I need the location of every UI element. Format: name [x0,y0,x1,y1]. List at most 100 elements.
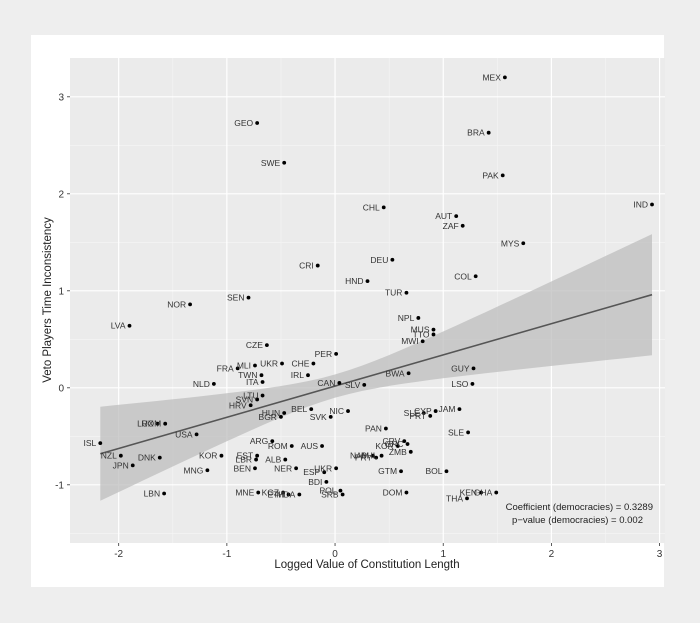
point-label: NLD [193,379,210,389]
data-point [338,488,343,493]
point-label: KGZ [262,488,279,498]
point-label: MUS [411,325,430,335]
y-tick-label: 3 [58,92,64,103]
data-point [404,290,409,295]
data-point [253,363,257,368]
point-label: LBR [236,455,253,465]
point-label: CZE [246,340,263,350]
x-axis-ticks: -2 -1 0 1 2 3 [114,543,663,560]
data-point [311,361,316,366]
data-point [383,426,388,431]
point-label: NER [274,463,292,473]
coefficient-annotation: Coefficient (democracies) = 0.3289 [506,502,653,513]
data-point [328,415,333,419]
data-point [465,496,469,501]
y-tick-label: 2 [58,189,64,200]
data-point [282,411,287,415]
point-label: ARG [250,436,268,446]
point-label: ZAF [443,221,459,231]
data-point [337,381,342,385]
data-point [416,316,421,320]
point-label: BRA [467,128,485,138]
data-point [280,361,284,366]
x-tick-label: -1 [222,549,231,560]
x-tick-label: -2 [114,549,123,560]
data-point [297,492,302,497]
point-label: BOL [425,466,442,476]
point-label: ALB [265,455,281,465]
data-point [246,295,251,300]
data-point [404,490,409,495]
point-label: TTO [413,329,430,339]
data-point [270,439,275,444]
data-point [162,491,167,496]
point-label: BDI [308,477,322,487]
point-label: SVK [310,412,327,422]
point-label: SLE [448,427,464,437]
data-point [260,393,265,398]
regression-line [100,293,653,455]
point-label: EST [237,451,254,461]
point-label: JAM [438,404,455,414]
point-label: BEN [234,463,251,473]
data-point [205,468,210,473]
data-point [650,202,654,207]
data-point [371,453,375,458]
point-label: BGR [259,412,277,422]
data-point [420,339,425,344]
point-label: GTM [378,466,397,476]
data-point [289,444,294,448]
data-point [324,479,329,484]
point-label: MEX [482,72,501,82]
point-label: CRI [299,261,314,271]
data-point [281,490,286,495]
point-label: DNK [138,453,156,463]
point-label: CAN [317,378,335,388]
point-label: KOR [199,451,217,461]
point-label: BWA [386,368,405,378]
point-label: MNG [184,465,204,475]
point-label: USA [175,429,193,439]
point-label: IRL [291,370,305,380]
point-label: ESP [303,467,320,477]
point-label: COL [454,271,472,281]
point-label: HND [345,276,363,286]
point-label: NIC [329,406,344,416]
data-point [431,332,436,337]
point-label: BEL [291,404,307,414]
data-point [408,449,413,454]
point-label: NAM [350,451,369,461]
point-label: LSO [451,379,468,389]
point-label: POL [319,486,336,496]
point-label: ROM [268,441,288,451]
data-point [264,343,269,348]
y-axis-title: Veto Players Time Inconsistency [42,217,54,383]
data-point [466,430,471,435]
data-point [460,223,465,228]
point-label: TWN [238,370,257,380]
point-label: MLI [237,360,251,370]
data-point [118,453,123,458]
data-point [188,302,192,307]
data-point [163,421,168,426]
x-tick-label: 1 [440,549,446,560]
data-point [362,382,367,387]
point-label: SVN [236,394,253,404]
data-point [402,439,407,444]
point-label: AUS [301,441,319,451]
y-axis-ticks: -1 0 1 2 3 [55,92,70,491]
point-label: HUN [262,408,280,418]
point-label: HRV [229,400,247,410]
point-label: SLE [404,408,420,418]
pvalue-annotation: p−value (democracies) = 0.002 [512,515,643,526]
point-label: UKR [314,463,332,473]
point-label: UKR [260,359,278,369]
point-label: ROM [141,419,161,429]
y-tick-label: -1 [55,480,64,491]
data-point [155,421,160,426]
data-point [157,455,162,460]
data-point [381,205,386,210]
data-point [500,173,505,178]
point-label: NZL [101,451,117,461]
